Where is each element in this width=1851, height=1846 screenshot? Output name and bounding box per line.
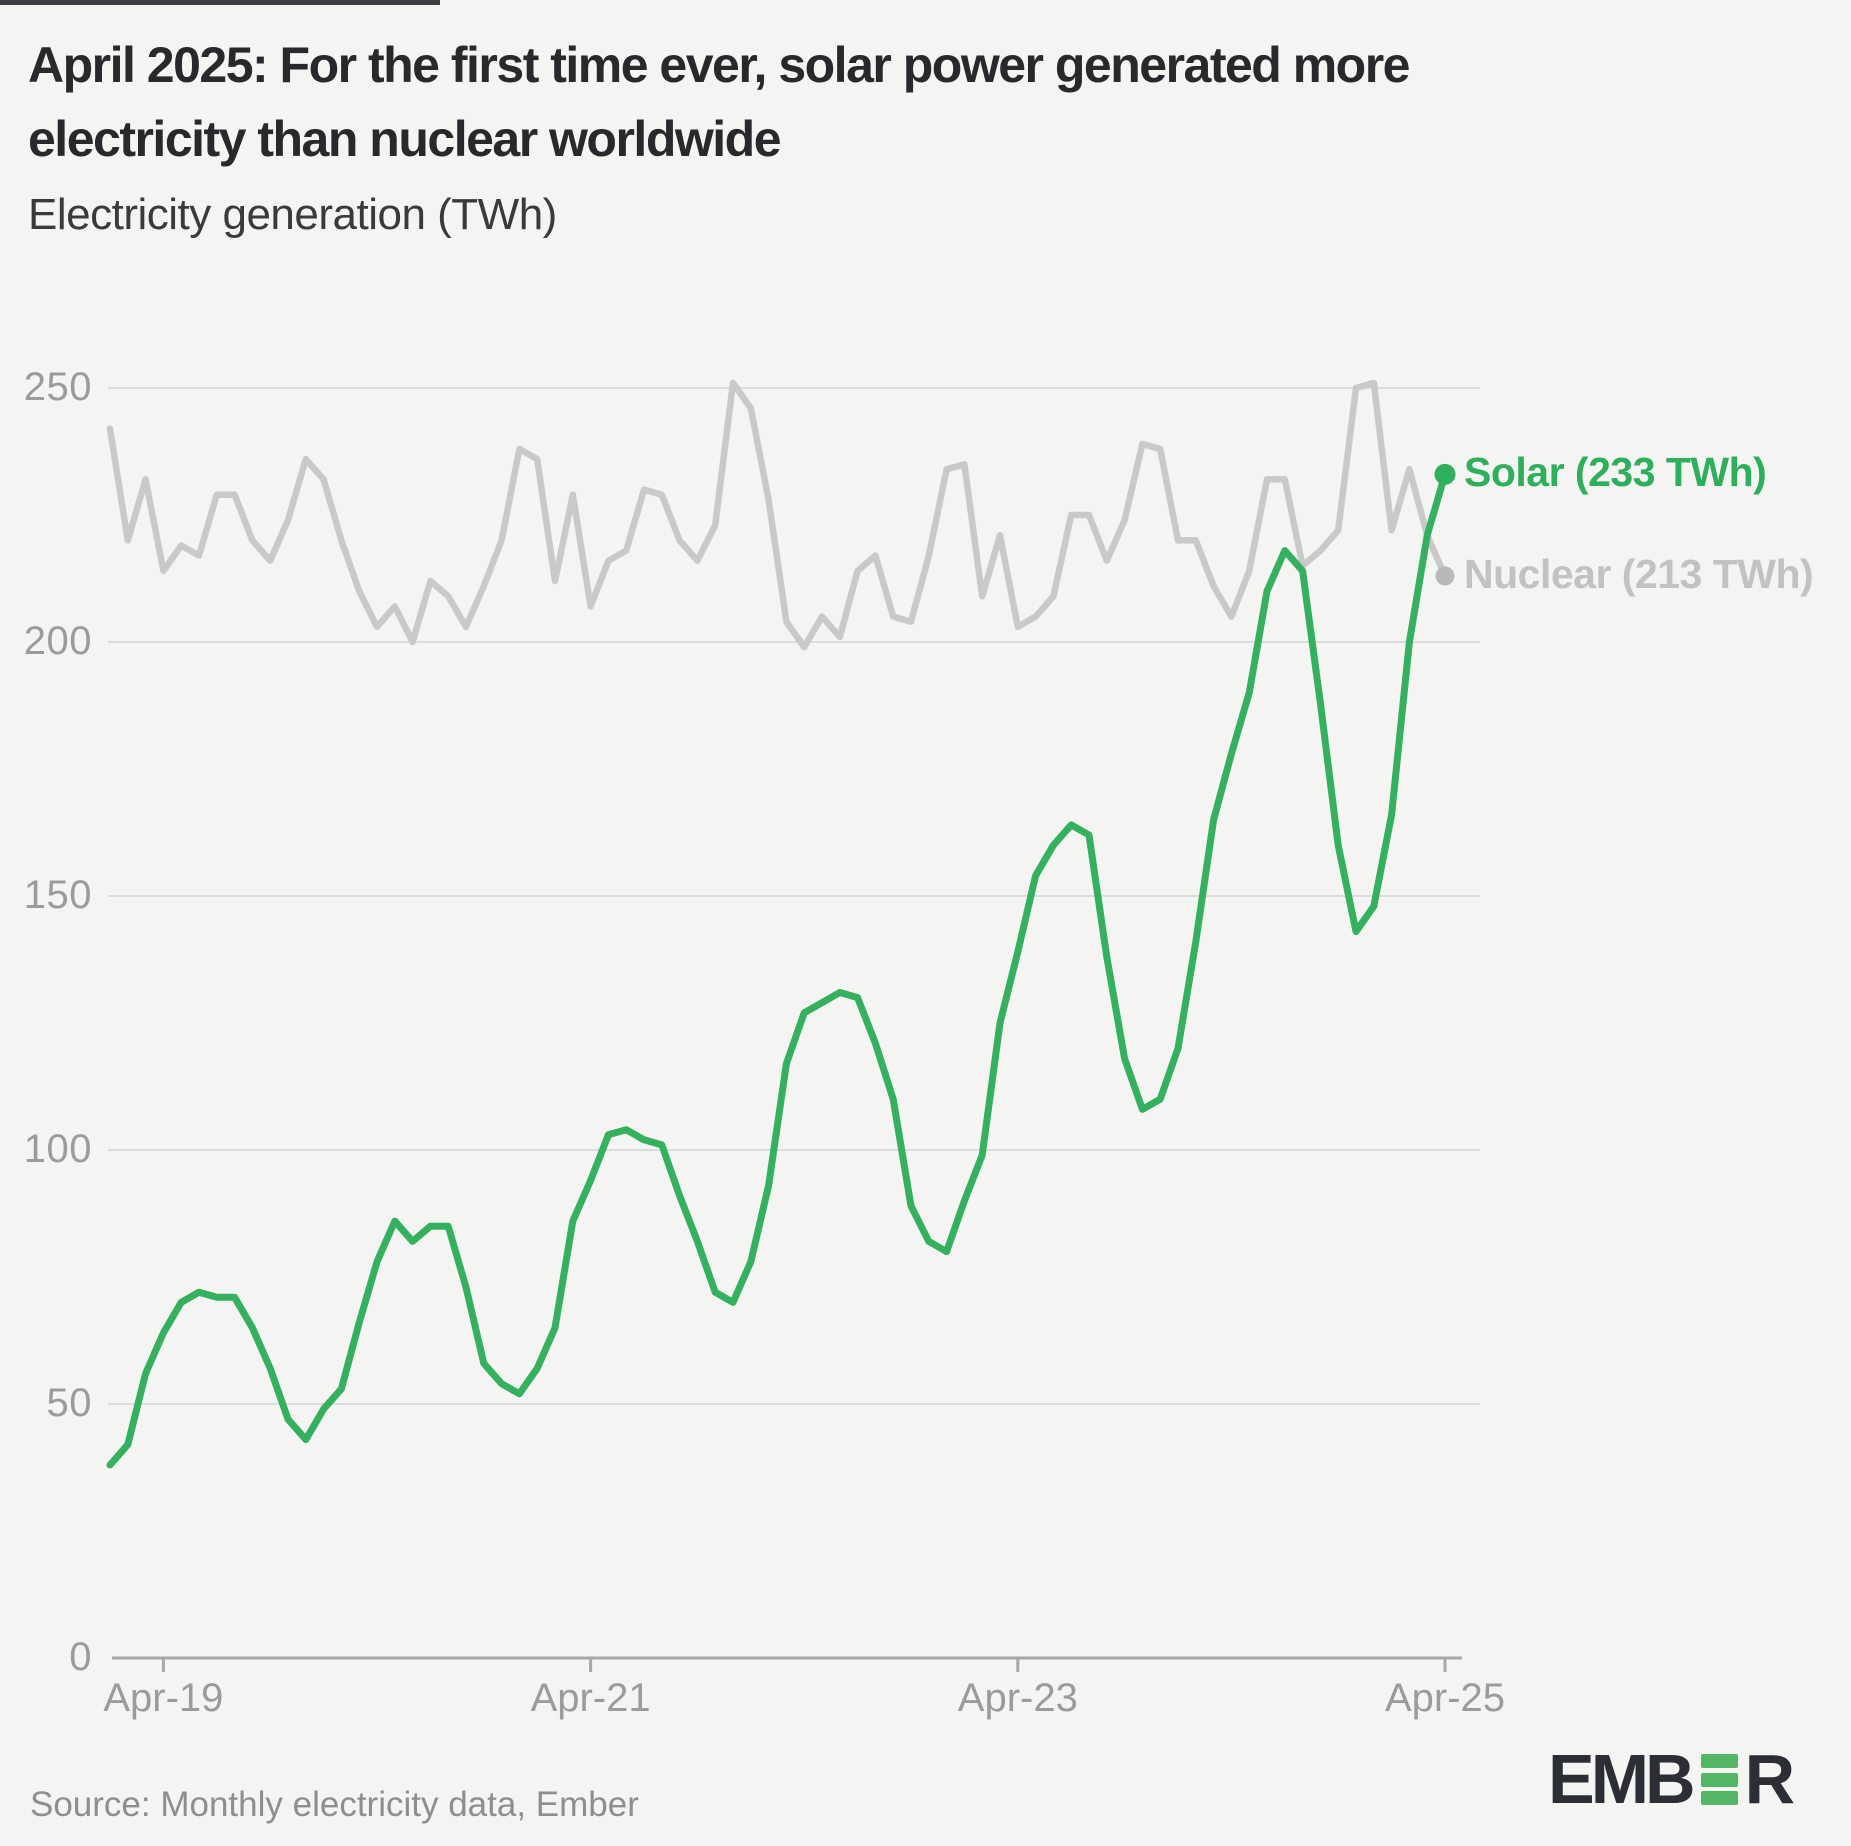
y-axis-label-0: 0	[69, 1635, 92, 1679]
x-axis-label-Apr-19: Apr-19	[103, 1676, 224, 1720]
nuclear-end-label: Nuclear (213 TWh)	[1464, 550, 1814, 597]
y-axis-label-50: 50	[46, 1381, 92, 1425]
solar-end-dot	[1434, 463, 1456, 485]
page-title-line-2: electricity than nuclear worldwide	[28, 111, 782, 167]
page-title-line-1: April 2025: For the first time ever, sol…	[28, 37, 1411, 93]
top-crop-bar	[0, 0, 440, 5]
y-axis-label-250: 250	[23, 365, 92, 409]
y-axis-label-150: 150	[23, 873, 92, 917]
ember-logo-suffix: R	[1744, 1740, 1796, 1818]
ember-logo-green-e-icon	[1700, 1750, 1738, 1810]
x-axis-label-Apr-21: Apr-21	[530, 1676, 651, 1720]
y-axis-label-200: 200	[23, 619, 92, 663]
solar-line	[106, 470, 1449, 1469]
solar-end-label: Solar (233 TWh)	[1464, 449, 1767, 496]
nuclear-line	[106, 379, 1449, 651]
ember-logo-prefix: EMB	[1548, 1740, 1696, 1818]
x-axis-label-Apr-25: Apr-25	[1384, 1676, 1506, 1720]
chart-subtitle: Electricity generation (TWh)	[28, 190, 557, 239]
logo-bar-bottom	[1700, 1791, 1738, 1805]
y-axis-label-100: 100	[23, 1127, 92, 1171]
x-axis-label-Apr-23: Apr-23	[957, 1676, 1078, 1720]
logo-bar-middle	[1700, 1772, 1738, 1787]
ember-logo: EMB R	[1548, 1740, 1796, 1818]
logo-bar-top	[1700, 1754, 1738, 1768]
nuclear-end-dot	[1435, 566, 1455, 586]
source-note: Source: Monthly electricity data, Ember	[30, 1785, 639, 1824]
